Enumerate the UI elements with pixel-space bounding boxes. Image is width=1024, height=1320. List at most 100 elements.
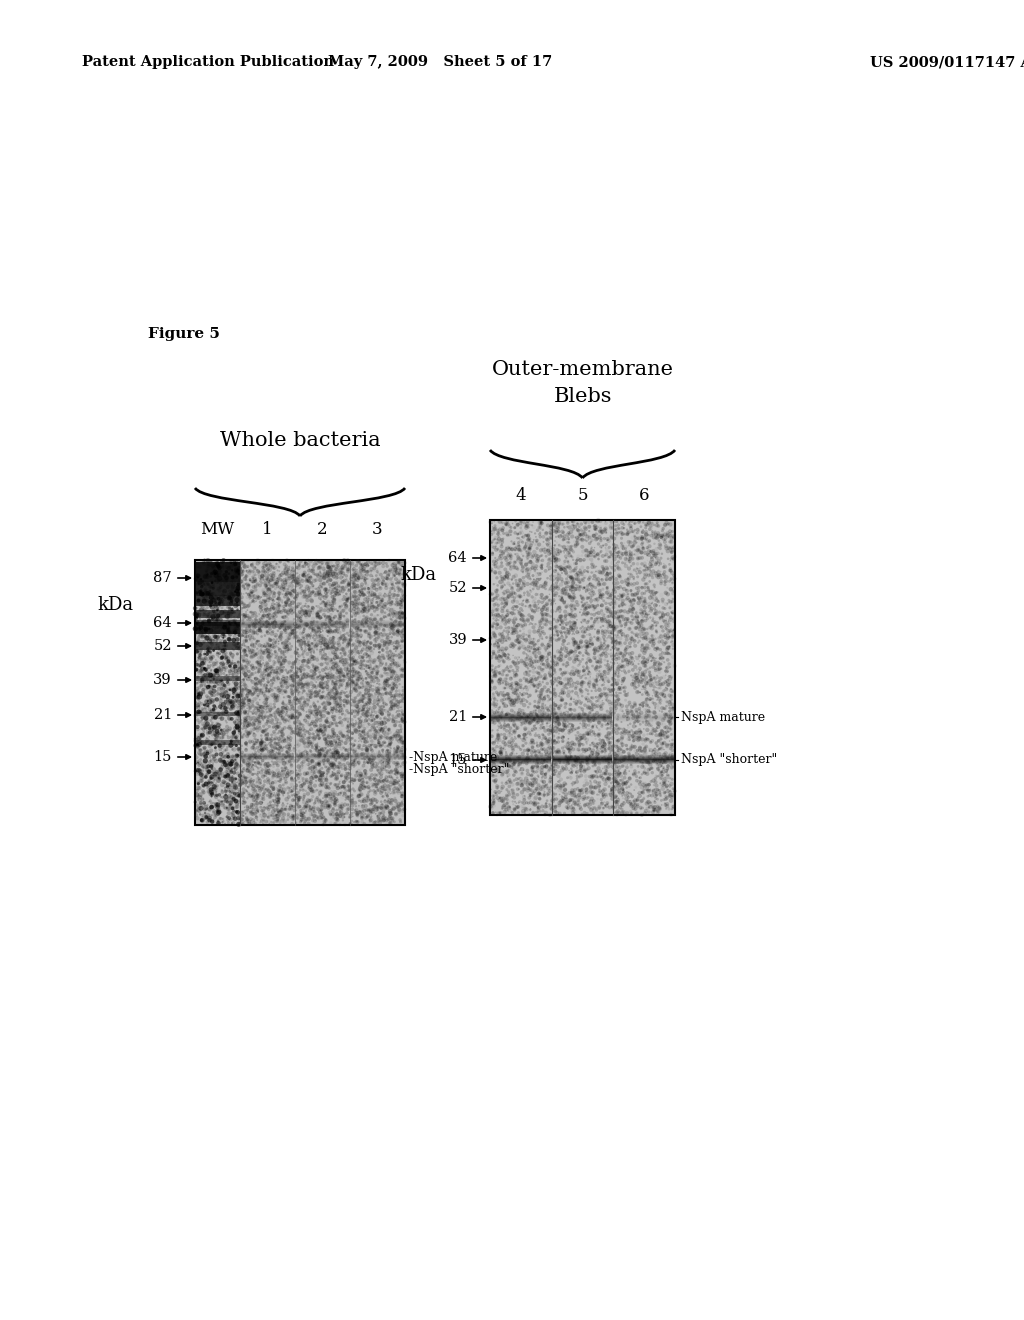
Point xyxy=(377,700,393,721)
Point xyxy=(614,701,631,722)
Point xyxy=(336,772,352,793)
Point xyxy=(490,605,507,626)
Point xyxy=(273,647,290,668)
Point xyxy=(377,659,393,680)
Point xyxy=(388,631,404,652)
Point xyxy=(190,689,207,710)
Point xyxy=(263,659,280,680)
Point xyxy=(259,562,275,583)
Point xyxy=(495,598,511,619)
Point xyxy=(392,697,409,718)
Point xyxy=(329,804,345,825)
Point xyxy=(653,606,670,627)
Point xyxy=(662,531,678,552)
Point xyxy=(548,548,564,569)
Point xyxy=(354,692,371,713)
Point xyxy=(272,601,289,622)
Point xyxy=(663,743,679,764)
Point xyxy=(305,564,322,585)
Point xyxy=(386,676,402,697)
Point xyxy=(226,731,243,752)
Point xyxy=(565,632,582,653)
Point xyxy=(395,705,412,726)
Text: 1: 1 xyxy=(262,521,272,539)
Point xyxy=(551,727,567,748)
Point xyxy=(386,715,402,737)
Point xyxy=(547,593,563,614)
Point xyxy=(317,729,334,750)
Point xyxy=(356,747,373,768)
Point xyxy=(593,698,609,719)
Point xyxy=(515,590,531,611)
Point xyxy=(567,612,584,634)
Point xyxy=(193,643,209,664)
Point xyxy=(620,611,636,632)
Point xyxy=(196,775,212,796)
Point xyxy=(317,721,334,742)
Point xyxy=(281,693,297,714)
Point xyxy=(301,690,317,711)
Point xyxy=(525,591,542,612)
Point xyxy=(352,554,369,576)
Point xyxy=(263,726,280,747)
Point xyxy=(322,643,338,664)
Point xyxy=(592,686,608,708)
Point xyxy=(250,564,266,585)
Point xyxy=(396,747,413,768)
Point xyxy=(254,562,270,583)
Point xyxy=(282,686,298,708)
Point xyxy=(572,796,589,817)
Point xyxy=(572,762,589,783)
Point xyxy=(220,618,237,639)
Point xyxy=(303,711,319,733)
Point xyxy=(211,678,227,700)
Point xyxy=(314,648,331,669)
Point xyxy=(262,705,279,726)
Point xyxy=(254,568,270,589)
Point xyxy=(614,735,631,756)
Point xyxy=(335,737,351,758)
Point xyxy=(262,560,279,581)
Point xyxy=(310,619,327,640)
Point xyxy=(374,639,390,660)
Point xyxy=(375,700,391,721)
Point xyxy=(283,693,299,714)
Point xyxy=(285,569,301,590)
Point xyxy=(219,705,236,726)
Point xyxy=(298,579,314,601)
Point xyxy=(298,809,314,830)
Point xyxy=(344,663,360,684)
Point xyxy=(499,606,515,627)
Point xyxy=(282,594,298,615)
Point xyxy=(244,813,260,834)
Point xyxy=(279,789,295,810)
Point xyxy=(627,607,643,628)
Point xyxy=(372,698,388,719)
Point xyxy=(381,756,397,777)
Point xyxy=(205,647,221,668)
Point xyxy=(365,642,381,663)
Point xyxy=(517,615,534,636)
Point xyxy=(520,544,537,565)
Point xyxy=(251,612,267,634)
Point xyxy=(605,616,622,638)
Point xyxy=(224,638,241,659)
Point xyxy=(246,735,262,756)
Point xyxy=(612,718,629,739)
Point xyxy=(622,744,638,766)
Point xyxy=(520,564,537,585)
Point xyxy=(570,664,587,685)
Point xyxy=(280,718,296,739)
Point xyxy=(212,577,228,598)
Point xyxy=(654,750,671,771)
Point xyxy=(548,560,564,581)
Point xyxy=(598,512,614,533)
Point xyxy=(609,742,626,763)
Point xyxy=(569,726,586,747)
Point xyxy=(532,540,549,561)
Point xyxy=(637,640,653,661)
Point xyxy=(580,611,596,632)
Point xyxy=(532,568,549,589)
Point xyxy=(284,755,300,776)
Point xyxy=(220,651,237,672)
